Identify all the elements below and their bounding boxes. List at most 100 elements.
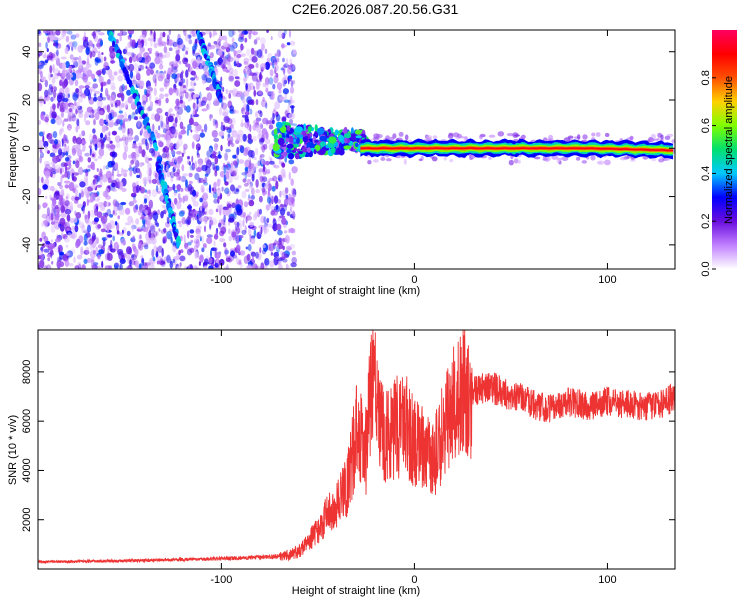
noise-dot bbox=[56, 94, 63, 103]
noise-dot bbox=[73, 256, 76, 264]
noise-dot bbox=[202, 192, 209, 201]
noise-dot bbox=[235, 93, 242, 97]
noise-dot bbox=[155, 52, 160, 57]
transition-mark bbox=[319, 141, 326, 148]
noise-dot bbox=[179, 121, 184, 130]
halo-mark bbox=[449, 159, 454, 163]
noise-dot bbox=[146, 190, 151, 194]
noise-dot bbox=[124, 207, 131, 215]
noise-dot bbox=[69, 54, 74, 60]
noise-dot bbox=[94, 198, 100, 202]
noise-dot bbox=[56, 49, 59, 56]
noise-dot bbox=[191, 86, 195, 90]
noise-dot bbox=[260, 262, 265, 269]
noise-dot bbox=[201, 235, 205, 244]
noise-dot bbox=[206, 234, 213, 238]
spectrogram-y-ticks: -40 -20 0 20 40 bbox=[21, 46, 675, 253]
noise-dot bbox=[71, 147, 76, 156]
noise-dot bbox=[208, 257, 213, 264]
noise-dot bbox=[75, 137, 82, 145]
noise-dot bbox=[231, 37, 235, 43]
noise-dot bbox=[176, 106, 184, 116]
noise-dot bbox=[233, 60, 237, 67]
x-tick-label: -100 bbox=[210, 574, 232, 586]
noise-dot bbox=[121, 187, 127, 192]
noise-dot bbox=[92, 83, 99, 89]
noise-dot bbox=[279, 207, 286, 216]
noise-dot bbox=[265, 102, 268, 109]
noise-dot bbox=[172, 258, 176, 264]
noise-dot bbox=[137, 119, 141, 127]
noise-dot bbox=[207, 147, 213, 153]
noise-dot bbox=[42, 135, 45, 143]
noise-dot bbox=[112, 235, 115, 242]
noise-dot bbox=[140, 129, 144, 134]
noise-dot bbox=[212, 191, 218, 199]
noise-dot bbox=[96, 70, 102, 76]
noise-dot bbox=[38, 120, 42, 125]
noise-dot bbox=[276, 82, 283, 90]
noise-dot bbox=[273, 62, 278, 66]
noise-dot bbox=[185, 193, 189, 202]
noise-dot bbox=[96, 168, 99, 172]
noise-dot bbox=[213, 181, 217, 189]
noise-dot bbox=[213, 240, 216, 247]
noise-dot bbox=[62, 62, 66, 71]
noise-dot bbox=[244, 114, 249, 123]
noise-dot bbox=[166, 38, 170, 46]
noise-dot bbox=[228, 217, 235, 223]
noise-dot bbox=[171, 63, 174, 73]
noise-dot bbox=[118, 251, 124, 260]
noise-dot bbox=[38, 139, 43, 148]
noise-dot bbox=[251, 72, 258, 82]
noise-dot bbox=[173, 143, 177, 147]
noise-dot bbox=[98, 110, 104, 116]
noise-dot bbox=[152, 74, 157, 84]
noise-dot bbox=[291, 166, 298, 174]
noise-dot bbox=[122, 48, 127, 55]
noise-dot bbox=[260, 37, 266, 45]
noise-dot bbox=[194, 215, 198, 221]
noise-dot bbox=[216, 187, 221, 197]
noise-dot bbox=[220, 121, 223, 128]
noise-dot bbox=[52, 131, 58, 139]
noise-dot bbox=[267, 91, 271, 96]
noise-dot bbox=[238, 32, 245, 40]
noise-dot bbox=[99, 178, 103, 188]
noise-dot bbox=[257, 133, 263, 140]
transition-mark bbox=[302, 135, 309, 143]
noise-dot bbox=[254, 163, 258, 169]
noise-dot bbox=[217, 154, 222, 159]
noise-dot bbox=[84, 85, 90, 89]
noise-dot bbox=[148, 157, 153, 161]
noise-dot bbox=[148, 179, 152, 184]
noise-dot bbox=[133, 62, 138, 72]
noise-dot bbox=[237, 30, 242, 34]
noise-dot bbox=[207, 101, 212, 106]
noise-dot bbox=[138, 226, 142, 230]
noise-dot bbox=[163, 70, 166, 74]
noise-dot bbox=[259, 63, 267, 71]
noise-dot bbox=[260, 226, 263, 235]
noise-dot bbox=[253, 156, 257, 161]
noise-dot bbox=[162, 31, 166, 38]
noise-dot bbox=[50, 118, 56, 125]
noise-dot bbox=[146, 68, 151, 76]
noise-dot bbox=[225, 47, 231, 53]
noise-dot bbox=[199, 100, 207, 106]
noise-dot bbox=[183, 30, 187, 36]
noise-dot bbox=[89, 50, 93, 59]
noise-dot bbox=[38, 131, 44, 137]
noise-dot bbox=[249, 159, 252, 167]
noise-dot bbox=[193, 73, 197, 79]
noise-dot bbox=[178, 210, 185, 217]
noise-dot bbox=[239, 235, 244, 239]
noise-dot bbox=[214, 155, 219, 165]
noise-dot bbox=[43, 248, 50, 253]
noise-dot bbox=[74, 100, 77, 107]
noise-dot bbox=[100, 88, 104, 92]
noise-dot bbox=[100, 81, 104, 90]
noise-dot bbox=[160, 121, 166, 129]
noise-dot bbox=[225, 54, 231, 59]
halo-mark bbox=[395, 155, 401, 159]
